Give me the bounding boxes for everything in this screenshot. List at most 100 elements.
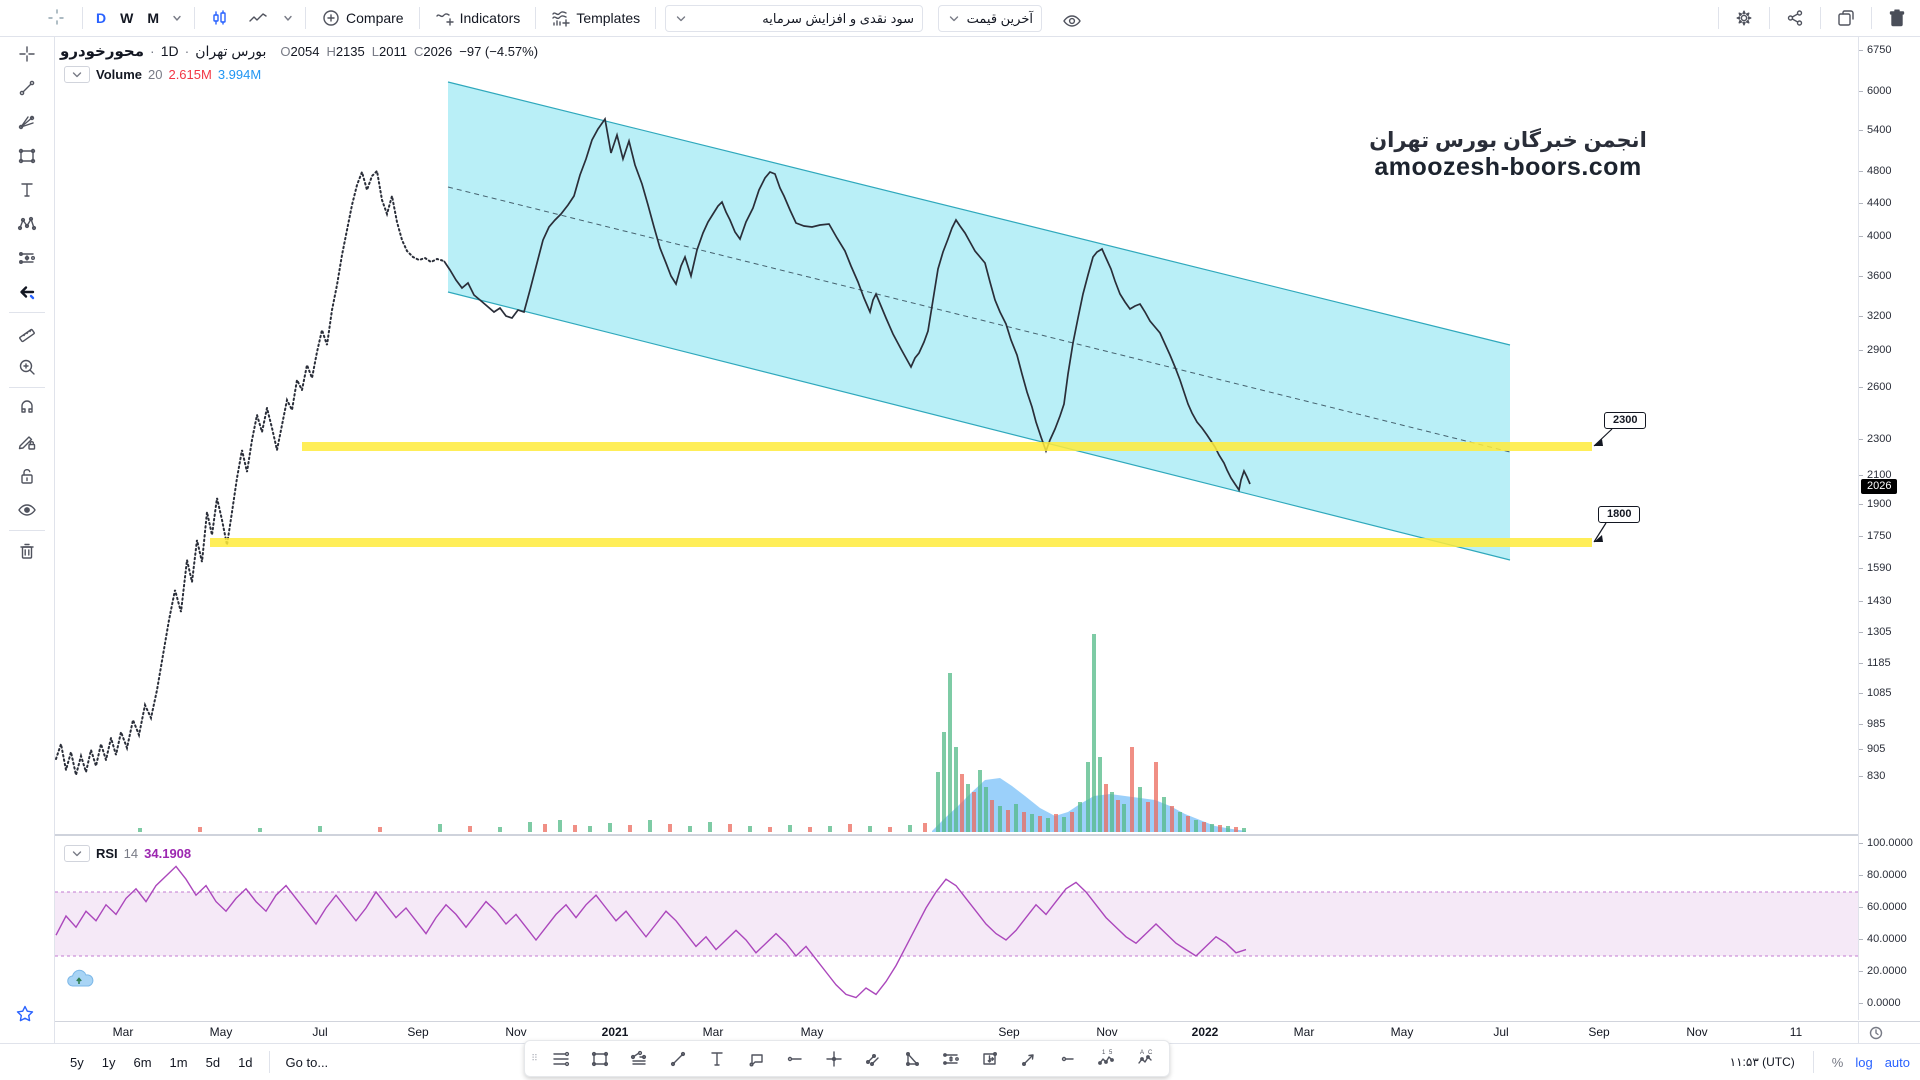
price-series[interactable] — [443, 116, 1251, 493]
date-price-range-icon[interactable] — [970, 1042, 1009, 1075]
rsi-band — [55, 892, 1858, 956]
drawing-lock-icon[interactable] — [8, 425, 46, 459]
volume-bar — [923, 823, 927, 832]
cross-line-icon[interactable] — [814, 1042, 853, 1075]
range-5d-button[interactable]: 5d — [205, 1054, 221, 1070]
pane-separator[interactable] — [0, 834, 1858, 836]
share-button[interactable] — [1776, 1, 1814, 35]
zoom-in-icon[interactable] — [8, 350, 46, 384]
volume-bar — [1122, 804, 1126, 832]
volume-bar — [1210, 824, 1214, 832]
rsi-legend[interactable]: RSI 14 34.1908 — [64, 845, 191, 862]
timezone-button[interactable]: ۱۱:۵۳ (UTC) — [1729, 1055, 1795, 1069]
log-scale-button[interactable]: log — [1855, 1054, 1873, 1070]
range-1m-button[interactable]: 1m — [169, 1054, 188, 1070]
triangle-pattern-icon[interactable] — [892, 1042, 931, 1075]
compare-button[interactable]: Compare — [312, 4, 413, 32]
style-chevron-icon[interactable] — [277, 1, 299, 35]
last-price-dropdown[interactable]: آخرین قیمت — [938, 5, 1042, 32]
auto-scale-button[interactable]: auto — [1884, 1054, 1910, 1070]
divider — [9, 530, 45, 531]
interval-1m-button[interactable]: M — [147, 10, 160, 26]
text-draw-icon[interactable] — [697, 1042, 736, 1075]
trend-line-draw-icon[interactable] — [658, 1042, 697, 1075]
interval-chevron-icon[interactable] — [166, 1, 188, 35]
interval-1w-button[interactable]: W — [120, 10, 134, 26]
indicators-button[interactable]: Indicators — [426, 4, 530, 32]
price-axis[interactable]: 6750 6000 5400 4800 4400 4000 3600 3200 2900 2600… — [1858, 37, 1920, 1020]
price-axis-label: 6750 — [1859, 44, 1891, 56]
hide-drawings-eye-icon[interactable] — [8, 493, 46, 527]
close-value: 2026 — [423, 44, 453, 59]
pitchfork-icon[interactable] — [619, 1042, 658, 1075]
snapshot-button[interactable] — [1827, 1, 1865, 35]
range-1y-button[interactable]: 1y — [101, 1054, 116, 1070]
rsi-series[interactable] — [55, 865, 1247, 999]
drag-handle[interactable]: ⠿ — [531, 1053, 539, 1063]
volume-bar — [1022, 812, 1026, 832]
dividends-dropdown[interactable]: سود نقدی و افزایش سرمایه — [665, 5, 923, 32]
line-style-icon[interactable] — [239, 1, 277, 35]
rsi-axis-label: 100.0000 — [1859, 837, 1913, 849]
watermark: انجمن خبرگان بورس تهران amoozesh-boors.c… — [1348, 128, 1668, 182]
favorites-star-icon[interactable] — [8, 999, 46, 1033]
symbol-legend[interactable]: محورخودرو · 1D · بورس تهران O2054 H2135 … — [60, 42, 538, 60]
xabcd-pattern-tool-icon[interactable] — [8, 207, 46, 241]
lock-icon[interactable] — [8, 459, 46, 493]
volume-bar — [1178, 812, 1182, 832]
templates-button[interactable]: Templates — [542, 4, 649, 32]
arrow-marker-icon[interactable] — [1009, 1042, 1048, 1075]
price-axis-label: 2100 — [1859, 469, 1891, 481]
volume-legend[interactable]: Volume 20 2.615M 3.994M — [64, 66, 261, 83]
callout-icon[interactable] — [736, 1042, 775, 1075]
crosshair-tool-icon[interactable] — [8, 37, 46, 71]
interval-value[interactable]: 1D — [160, 43, 179, 59]
projection-tool-icon[interactable] — [8, 241, 46, 275]
level-callout-1800[interactable]: 1800 — [1598, 506, 1641, 523]
remove-drawings-button[interactable] — [1878, 1, 1916, 35]
fib-retracement-icon[interactable] — [541, 1042, 580, 1075]
volume-bar — [1098, 757, 1102, 832]
volume-bar — [1078, 802, 1082, 832]
range-5y-button[interactable]: 5y — [70, 1054, 84, 1070]
time-axis-label: Mar — [1293, 1025, 1315, 1039]
trend-line-tool-icon[interactable] — [8, 71, 46, 105]
goto-date-button[interactable]: Go to... — [285, 1054, 329, 1070]
back-arrow-icon[interactable] — [8, 275, 46, 309]
support-band-1800[interactable] — [210, 538, 1592, 547]
horizontal-line-icon[interactable] — [1048, 1042, 1087, 1075]
delete-tools-trash-icon[interactable] — [8, 534, 46, 568]
parallel-lines-icon[interactable] — [853, 1042, 892, 1075]
text-tool-icon[interactable] — [8, 173, 46, 207]
rectangle-draw-icon[interactable] — [580, 1042, 619, 1075]
volume-bar — [1170, 806, 1174, 832]
interval-1d-button[interactable]: D — [96, 10, 107, 26]
visibility-eye-button[interactable] — [1053, 4, 1091, 38]
rsi-collapse-button[interactable] — [64, 845, 90, 862]
volume-collapse-button[interactable] — [64, 66, 90, 83]
range-6m-button[interactable]: 6m — [133, 1054, 152, 1070]
fib-channel-icon[interactable] — [931, 1042, 970, 1075]
rectangle-tool-icon[interactable] — [8, 139, 46, 173]
exchange-name: بورس تهران — [195, 43, 267, 59]
candlestick-style-icon[interactable] — [201, 1, 239, 35]
trend-channel[interactable] — [448, 82, 1510, 560]
range-1d-button[interactable]: 1d — [238, 1054, 253, 1070]
symbol-name[interactable]: محورخودرو — [60, 43, 145, 60]
rsi-axis-label: 80.0000 — [1859, 869, 1907, 881]
support-band-2300[interactable] — [302, 442, 1592, 451]
magnet-icon[interactable] — [8, 391, 46, 425]
cursor-crosshair-icon[interactable] — [38, 1, 76, 35]
settings-button[interactable] — [1725, 1, 1763, 35]
level-callout-2300[interactable]: 2300 — [1604, 412, 1647, 429]
horizontal-ray-icon[interactable] — [775, 1042, 814, 1075]
measure-ruler-icon[interactable] — [8, 316, 46, 350]
gann-fan-tool-icon[interactable] — [8, 105, 46, 139]
time-axis[interactable]: Mar May Jul Sep Nov 2021 Mar May Sep Nov 2022 Mar Ma… — [55, 1021, 1858, 1043]
axis-corner[interactable] — [1858, 1021, 1920, 1043]
percent-scale-button[interactable]: % — [1831, 1054, 1844, 1070]
price-series-early[interactable] — [55, 168, 445, 776]
